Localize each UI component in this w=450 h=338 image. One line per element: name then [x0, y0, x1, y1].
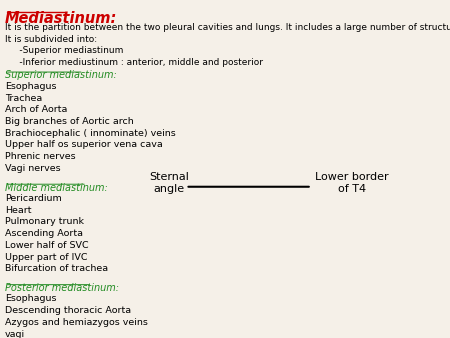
Text: It is the partition between the two pleural cavities and lungs. It includes a la: It is the partition between the two pleu…	[4, 23, 450, 32]
Text: Azygos and hemiazygos veins: Azygos and hemiazygos veins	[4, 318, 148, 327]
Text: Brachiocephalic ( innominate) veins: Brachiocephalic ( innominate) veins	[4, 129, 176, 138]
Text: Phrenic nerves: Phrenic nerves	[4, 152, 75, 161]
Text: Arch of Aorta: Arch of Aorta	[4, 105, 67, 114]
Text: Upper part of IVC: Upper part of IVC	[4, 252, 87, 262]
Text: It is subdivided into:: It is subdivided into:	[4, 35, 97, 44]
Text: Upper half os superior vena cava: Upper half os superior vena cava	[4, 141, 162, 149]
Text: Esophagus: Esophagus	[4, 82, 56, 91]
Text: Posterior mediastinum:: Posterior mediastinum:	[4, 283, 119, 293]
Text: Ascending Aorta: Ascending Aorta	[4, 229, 83, 238]
Text: vagi: vagi	[4, 330, 25, 338]
Text: Esophagus: Esophagus	[4, 294, 56, 304]
Text: Sternal
angle: Sternal angle	[149, 172, 189, 194]
Text: Superior mediastinum:: Superior mediastinum:	[4, 70, 117, 80]
Text: Pericardium: Pericardium	[4, 194, 62, 203]
Text: Bifurcation of trachea: Bifurcation of trachea	[4, 264, 108, 273]
Text: Lower border
of T4: Lower border of T4	[315, 172, 389, 194]
Text: -Superior mediastinum: -Superior mediastinum	[4, 46, 123, 55]
Text: Descending thoracic Aorta: Descending thoracic Aorta	[4, 306, 131, 315]
Text: -Inferior mediustinum : anterior, middle and posterior: -Inferior mediustinum : anterior, middle…	[4, 58, 263, 67]
Text: Lower half of SVC: Lower half of SVC	[4, 241, 88, 250]
Text: Middle mediastinum:: Middle mediastinum:	[4, 183, 108, 193]
Text: Pulmonary trunk: Pulmonary trunk	[4, 217, 84, 226]
Text: Heart: Heart	[4, 206, 31, 215]
Text: Mediastinum:: Mediastinum:	[4, 11, 117, 26]
Text: Vagi nerves: Vagi nerves	[4, 164, 60, 173]
Text: Big branches of Aortic arch: Big branches of Aortic arch	[4, 117, 134, 126]
Text: Trachea: Trachea	[4, 94, 42, 103]
